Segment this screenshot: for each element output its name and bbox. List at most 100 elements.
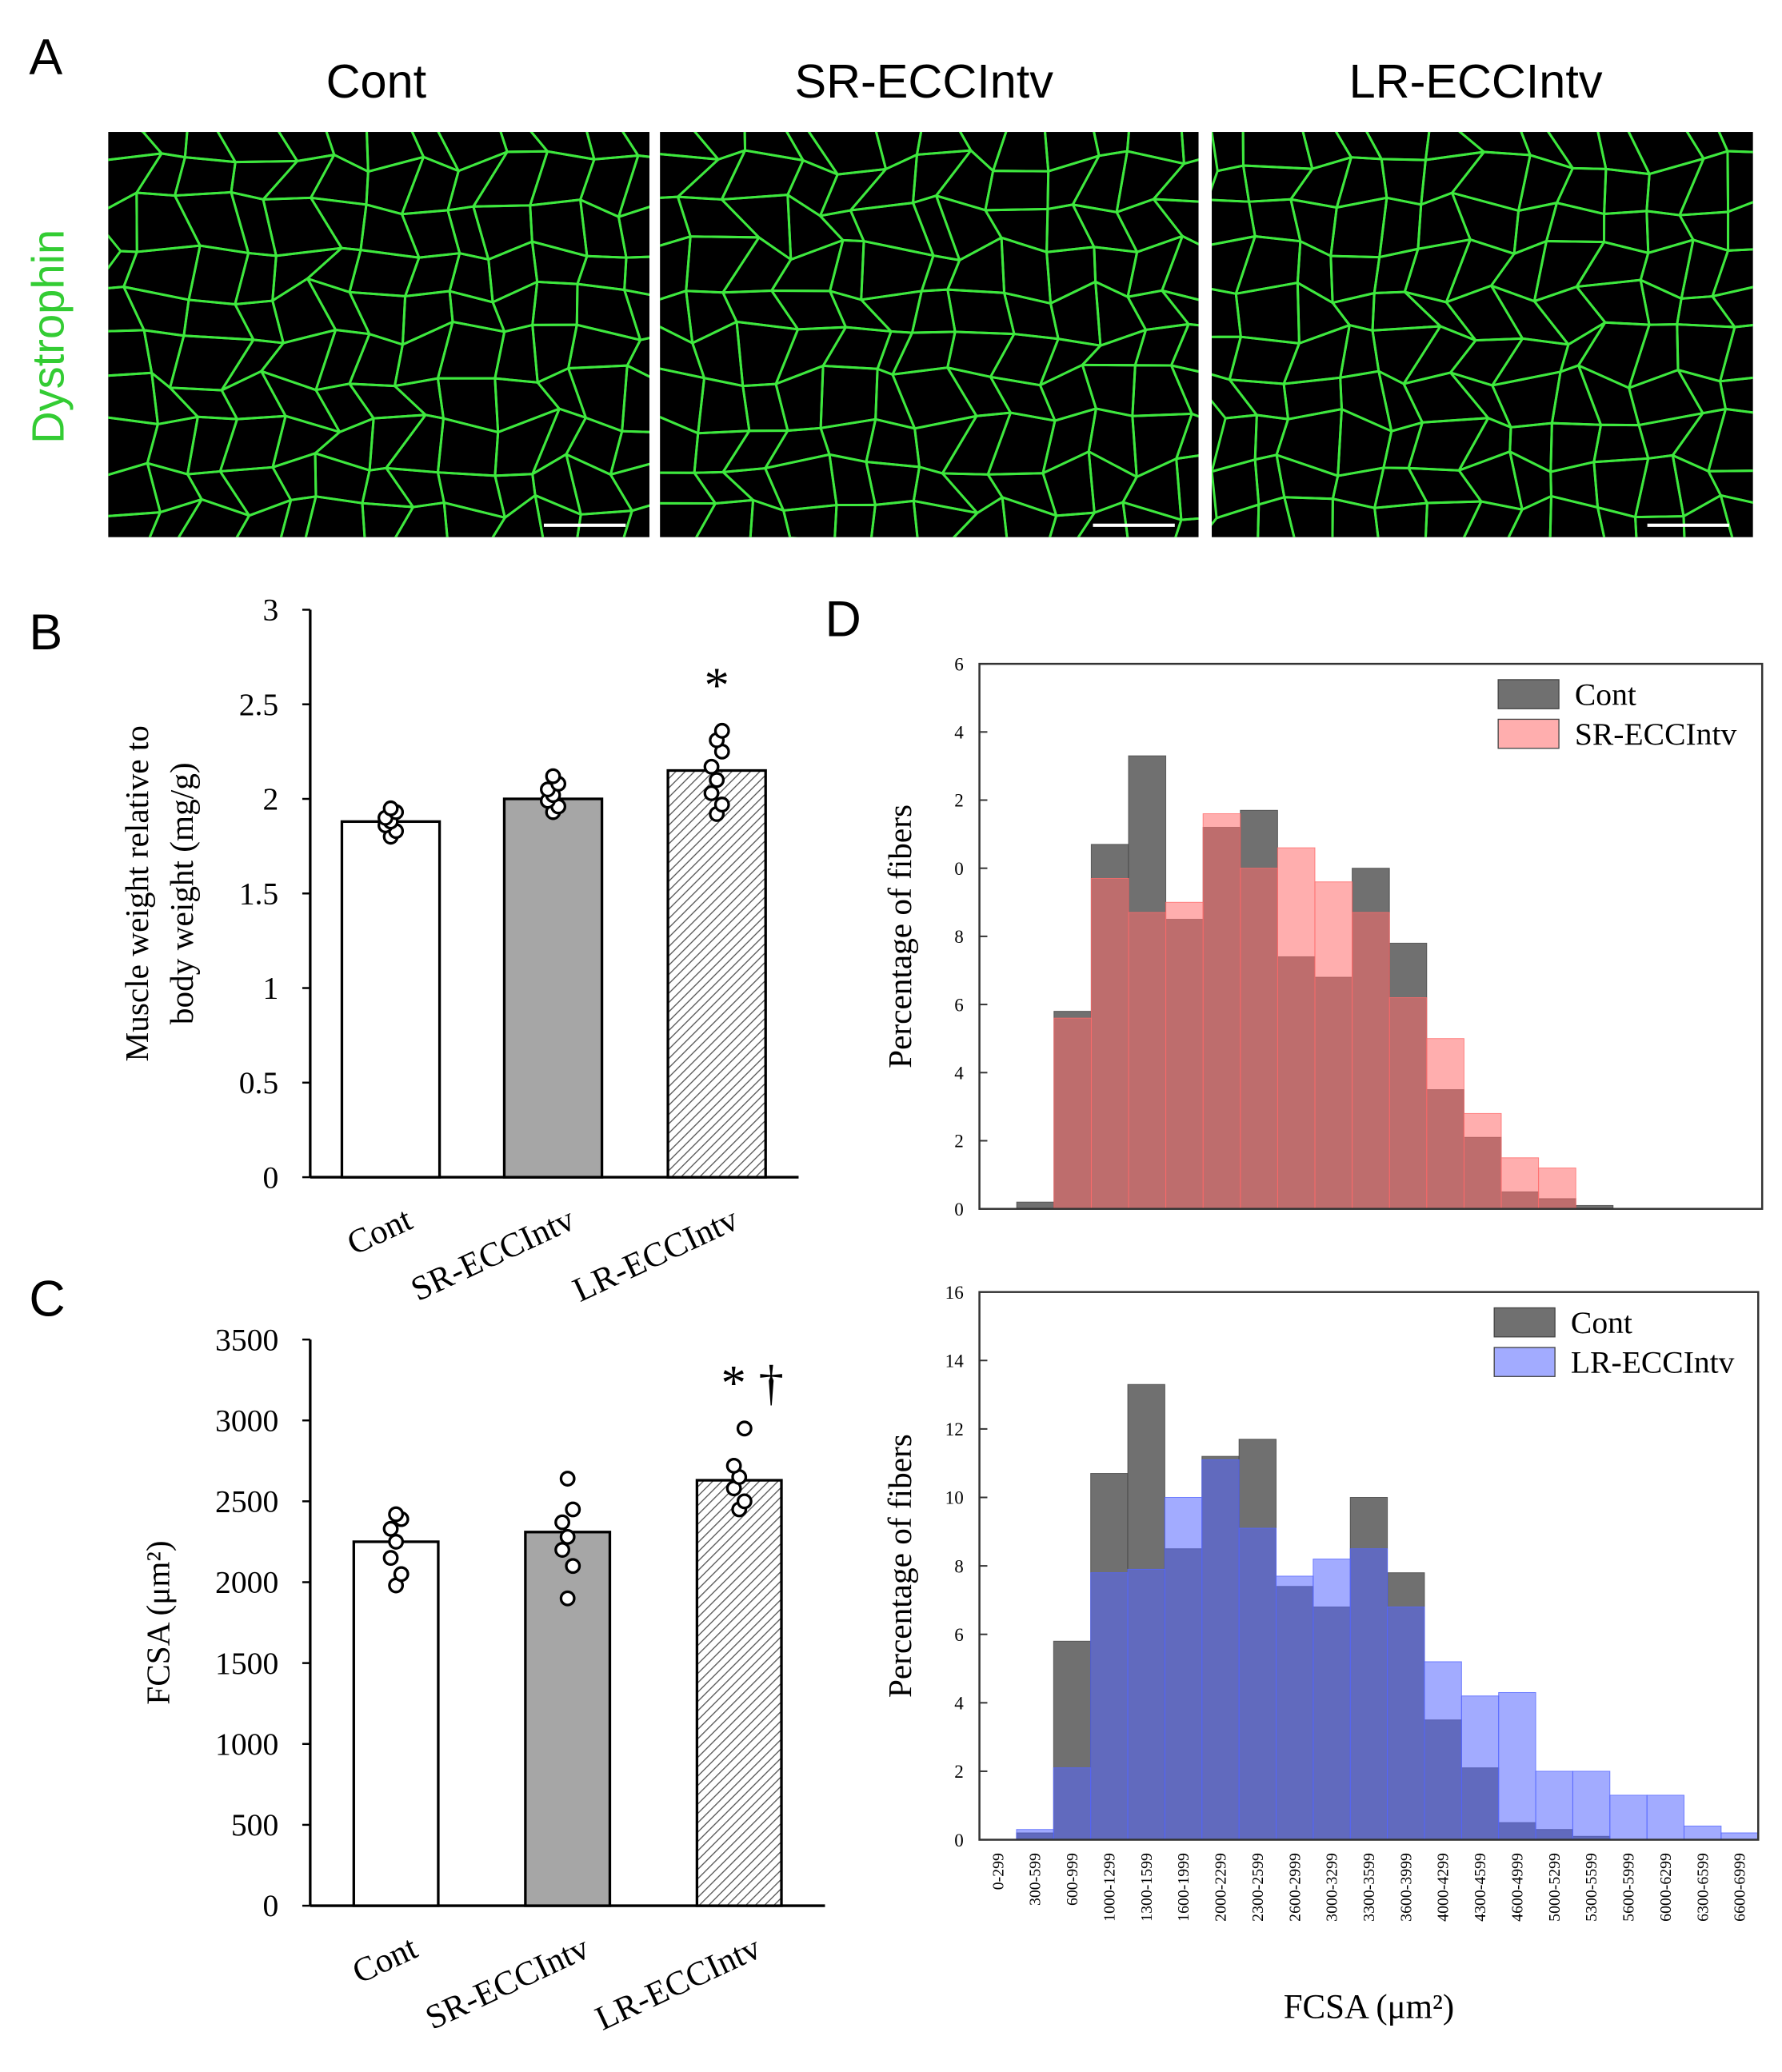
y-tick-label: 6 [954,994,964,1015]
fiber [1548,494,1606,537]
histogram-bar [1314,881,1353,1210]
histogram-bar [1240,868,1278,1210]
legend-swatch [1493,1347,1556,1377]
fiber [1727,201,1753,252]
y-tick-label: 4 [954,1693,964,1714]
fiber [952,496,1009,537]
fiber [1682,493,1734,537]
y-tick-label: 8 [954,926,964,947]
y-tick-label: 0 [262,1160,278,1195]
data-point [736,1493,753,1510]
histogram-bar [1016,1201,1055,1210]
stain-label: Dystrophin [22,230,73,444]
data-point [382,1550,399,1567]
fiber [1719,376,1753,414]
y-tick-label: 3 [262,593,278,628]
fiber [1507,494,1552,537]
histogram-bar [1053,1767,1092,1841]
fiber [782,504,838,537]
bar [666,769,767,1179]
x-tick-label: LR-ECCIntv [589,1929,766,2038]
bar [502,797,604,1179]
fiber [617,154,649,218]
fiber [870,499,919,537]
histogram-bar [1053,1017,1092,1210]
fiber [576,509,633,537]
fiber [1049,511,1096,537]
data-point [388,1534,405,1550]
data-point [736,1420,753,1437]
fiber-outlines [660,132,1199,537]
y-tick-label: 3000 [215,1403,278,1438]
y-tick-label: 1.5 [239,876,279,911]
legend-swatch [1497,679,1560,709]
y-tick-label: 4 [954,1063,964,1084]
fiber [1175,412,1199,461]
fiber [148,497,203,537]
x-tick-label: 5300-5599 [1583,1853,1600,1922]
fiber [1717,132,1753,154]
fiber [1719,324,1753,383]
histogram-bar [1463,1112,1502,1210]
fiber [1152,158,1199,203]
x-tick-label: 2600-2999 [1286,1853,1304,1922]
y-tick-label: 16 [945,1282,964,1303]
histogram-bar [1090,1572,1129,1841]
data-point [565,1501,581,1518]
y-tick-label: 4 [954,722,964,743]
legend-label: Cont [1575,677,1636,712]
y-tick-label: 6 [954,1624,964,1645]
data-point [388,1506,405,1523]
x-tick-label: SR-ECCIntv [406,1200,581,1308]
histogram-bar [1164,1496,1203,1841]
fiber [1152,198,1199,246]
fiber [625,337,649,378]
histogram-bar [1352,912,1390,1210]
annotation: * [704,657,729,713]
y-axis-label: body weight (mg/g) [163,762,201,1024]
x-tick-label: LR-ECCIntv [567,1200,744,1309]
histogram-bar [1572,1771,1611,1841]
fiber [660,501,717,537]
legend-swatch [1497,718,1560,749]
data-point [565,1558,581,1575]
x-tick-label: 4600-4999 [1508,1853,1526,1922]
fiber [1707,407,1753,473]
histogram-bar [1500,1157,1540,1210]
fiber [108,511,162,537]
x-tick-label: 6600-6999 [1732,1853,1749,1922]
fiber [1726,150,1753,214]
y-tick-label: 500 [231,1807,278,1842]
x-tick-label: 2300-2599 [1249,1853,1267,1922]
data-point [703,784,720,801]
data-point [382,800,399,816]
histogram-bar [1646,1795,1685,1841]
legend-label: Cont [1571,1305,1632,1340]
x-tick-label: SR-ECCIntv [420,1929,595,2037]
legend-label: LR-ECCIntv [1571,1344,1735,1379]
fiber [361,501,414,537]
histogram-bar [1349,1548,1388,1841]
data-point [559,1590,576,1607]
x-axis-label: FCSA (μm²) [1284,1988,1454,2026]
fiber [1707,469,1753,504]
fiber [1257,496,1296,537]
histogram-bar [1720,1832,1759,1841]
y-tick-label: 0 [954,1199,964,1220]
y-tick-label: 6 [954,653,964,674]
data-point [703,758,720,775]
fiber [617,206,649,259]
x-tick-label: 2000-2299 [1213,1853,1230,1922]
x-tick-label: Cont [347,1929,424,1991]
fiber [623,289,649,341]
fiber [1161,289,1199,327]
fiber [1180,132,1199,166]
y-tick-label: 2.5 [239,687,279,722]
y-tick-label: 0 [262,1888,278,1923]
fiber [1424,500,1483,537]
fiber [1121,501,1183,537]
histogram-bar [1201,1459,1240,1841]
x-tick-label: 300-599 [1027,1853,1045,1906]
